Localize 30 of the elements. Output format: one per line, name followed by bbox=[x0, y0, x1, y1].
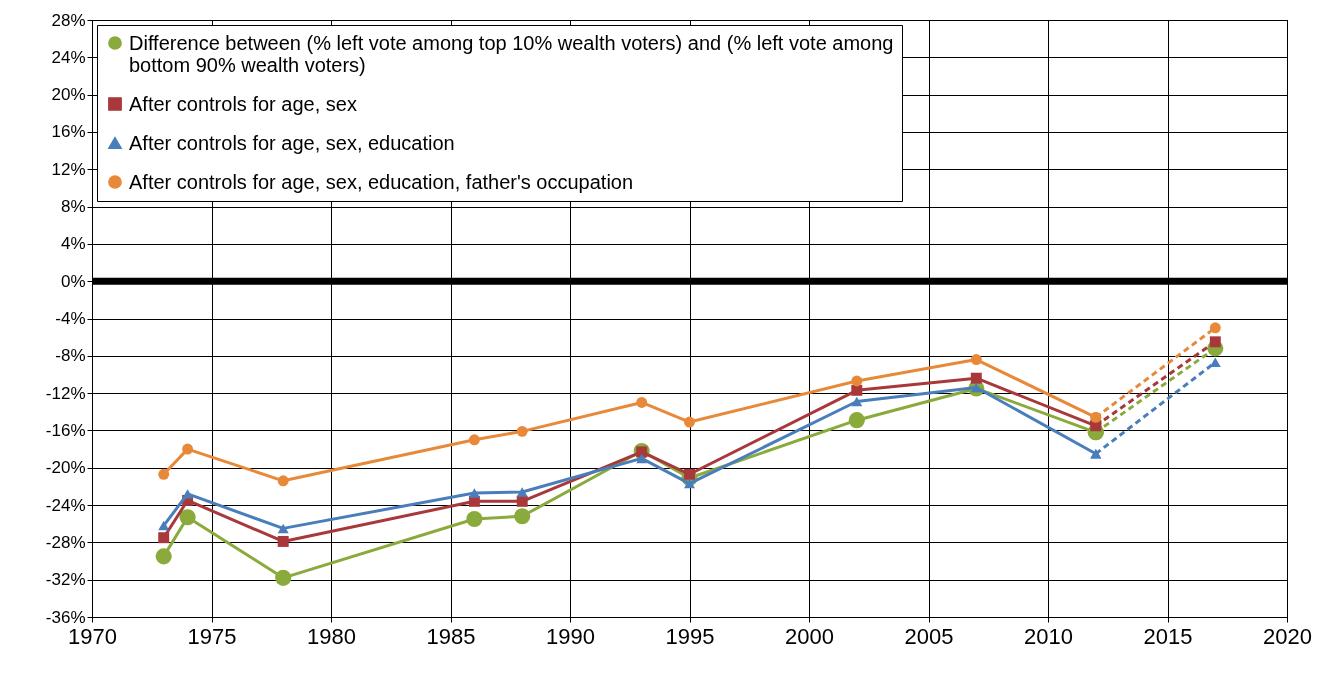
y-tick-label: -28% bbox=[45, 532, 86, 552]
y-tick-label: -24% bbox=[45, 495, 86, 515]
x-tick-label: 2000 bbox=[785, 623, 834, 649]
x-tick-label: 2005 bbox=[904, 623, 954, 649]
x-tick-label: 2015 bbox=[1143, 623, 1193, 649]
x-tick-label: 1990 bbox=[546, 623, 595, 649]
y-tick-label: 4% bbox=[60, 234, 86, 254]
y-tick-label: -20% bbox=[45, 458, 86, 478]
legend-label: After controls for age, sex, education, father's occupation bbox=[129, 171, 634, 193]
y-tick-label: -16% bbox=[45, 420, 86, 440]
y-tick-label: 12% bbox=[51, 159, 86, 179]
y-tick-label: 28% bbox=[51, 10, 86, 30]
legend-label: After controls for age, sex, education bbox=[129, 132, 455, 154]
legend-label: After controls for age, sex bbox=[129, 93, 357, 115]
x-tick-label: 1975 bbox=[187, 623, 237, 649]
x-tick-label: 2020 bbox=[1263, 623, 1312, 649]
y-tick-label: 16% bbox=[51, 122, 86, 142]
legend-label: Difference between (% left vote among top 10% wealth voters) and (% left vote among bottom 90% wealth voters) bbox=[129, 32, 894, 76]
y-tick-label: 0% bbox=[60, 271, 86, 291]
y-tick-label: -12% bbox=[45, 383, 86, 403]
y-tick-label: 8% bbox=[60, 197, 86, 217]
y-tick-label: 20% bbox=[51, 85, 86, 105]
y-tick-label: -8% bbox=[55, 346, 86, 366]
x-tick-label: 1995 bbox=[665, 623, 715, 649]
y-tick-label: -32% bbox=[45, 570, 86, 590]
y-tick-label: 24% bbox=[51, 47, 86, 67]
y-tick-label: -4% bbox=[55, 309, 86, 328]
x-tick-label: 1980 bbox=[307, 623, 356, 649]
x-tick-label: 1985 bbox=[426, 623, 476, 649]
x-tick-label: 2010 bbox=[1024, 623, 1073, 649]
